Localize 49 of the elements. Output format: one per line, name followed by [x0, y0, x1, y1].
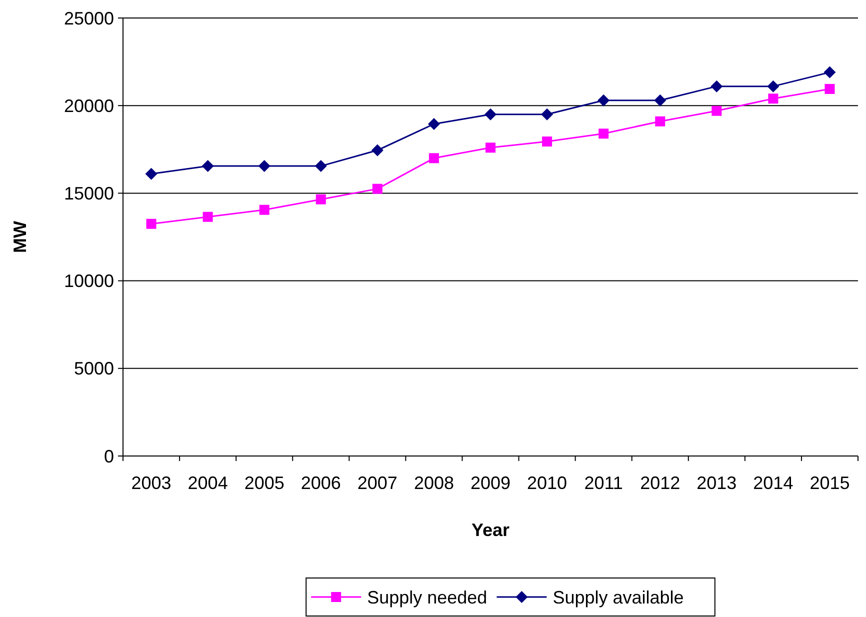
point [484, 108, 496, 120]
x-tick-label: 2005 [244, 473, 284, 493]
point [428, 153, 439, 164]
x-tick-label: 2014 [753, 473, 794, 493]
y-tick-label: 20000 [64, 96, 114, 116]
y-tick-label: 25000 [64, 8, 114, 28]
point [541, 108, 554, 120]
y-axis-title: MW [10, 221, 30, 253]
legend-label: Supply needed [367, 587, 488, 608]
point [259, 204, 270, 215]
x-tick-label: 2012 [640, 473, 680, 493]
point [486, 142, 496, 153]
point [654, 94, 666, 106]
x-tick-label: 2008 [414, 473, 454, 493]
point [655, 116, 666, 126]
legend-label: Supply available [552, 587, 684, 608]
point [146, 218, 156, 229]
y-tick-label: 15000 [64, 184, 114, 204]
x-axis-title: Year [471, 520, 510, 540]
point [710, 80, 723, 92]
point [712, 106, 722, 116]
x-tick-label: 2006 [300, 473, 341, 493]
x-tick-label: 2003 [131, 473, 172, 493]
point [371, 144, 384, 156]
point [767, 80, 780, 92]
y-tick-label: 5000 [74, 358, 114, 379]
point [202, 160, 214, 172]
x-tick-label: 2015 [810, 473, 850, 493]
point [316, 194, 326, 204]
point [598, 128, 609, 139]
point [314, 160, 327, 172]
point [598, 94, 610, 106]
point [145, 168, 158, 180]
point [542, 136, 552, 147]
point [768, 94, 778, 104]
y-tick-label: 10000 [64, 271, 114, 292]
y-tick-label: 0 [104, 446, 114, 466]
point [372, 184, 382, 194]
point [202, 212, 213, 222]
point [258, 160, 270, 172]
x-tick-label: 2013 [696, 473, 737, 493]
point [428, 118, 440, 130]
x-tick-label: 2009 [470, 473, 511, 493]
x-tick-label: 2007 [357, 473, 398, 493]
x-tick-label: 2010 [527, 473, 568, 493]
point [824, 84, 835, 94]
x-tick-label: 2011 [584, 473, 623, 493]
point [824, 66, 836, 78]
x-tick-label: 2004 [188, 473, 228, 493]
